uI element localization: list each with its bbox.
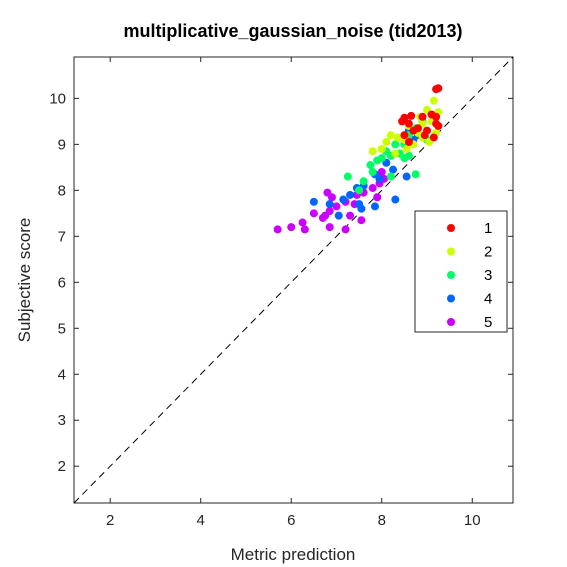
data-point-series-5 [357,216,366,225]
data-point-series-1 [409,126,418,135]
data-point-series-5 [300,225,309,234]
legend-label-3: 3 [484,267,492,284]
y-tick-label: 2 [58,458,66,475]
identity-reference-line [73,56,514,504]
chart-title: multiplicative_gaussian_noise (tid2013) [123,21,462,41]
legend-label-4: 4 [484,291,492,308]
data-point-series-4 [334,211,343,220]
axis-ticks: 2 4 6 8 10 2 3 4 5 6 7 8 9 10 [49,57,513,529]
legend: 1 2 3 4 5 [414,210,508,333]
data-point-series-3 [404,151,413,160]
data-point-series-5 [346,211,355,220]
data-point-series-2 [382,138,391,147]
x-tick-label: 10 [464,512,481,529]
data-point-series-2 [386,131,395,140]
legend-marker-4 [447,294,455,303]
data-point-series-2 [377,144,386,153]
data-point-series-3 [386,172,395,181]
y-axis-label: Subjective score [15,218,34,343]
y-tick-label: 9 [58,136,66,153]
data-point-series-3 [343,172,352,181]
data-point-series-1 [420,131,429,140]
data-point-series-3 [359,177,368,186]
data-point-series-4 [402,172,411,181]
y-tick-label: 10 [49,90,66,107]
data-point-series-2 [391,149,400,158]
data-point-series-4 [309,197,318,206]
legend-marker-3 [447,271,455,279]
data-point-series-4 [325,200,334,209]
legend-label-2: 2 [484,244,492,261]
data-point-series-1 [432,112,441,121]
data-point-series-5 [323,188,332,197]
x-tick-label: 6 [287,512,295,529]
data-point-series-1 [434,121,443,130]
data-point-series-5 [273,225,282,234]
data-point-series-4 [370,202,379,211]
data-point-series-2 [393,133,402,142]
data-point-series-5 [377,167,386,176]
data-point-series-4 [355,200,364,209]
legend-box [414,210,508,333]
data-point-series-3 [391,140,400,149]
data-point-series-5 [309,209,318,218]
data-point-series-5 [325,223,334,232]
data-point-series-3 [411,170,420,179]
x-tick-label: 4 [197,512,205,529]
data-point-series-5 [341,225,350,234]
x-tick-label: 8 [378,512,386,529]
y-tick-label: 6 [58,274,66,291]
x-axis-label: Metric prediction [231,545,356,564]
data-point-series-5 [368,184,377,193]
data-point-series-1 [434,84,443,93]
y-tick-label: 3 [58,412,66,429]
data-point-series-1 [429,133,438,142]
y-tick-label: 5 [58,320,66,337]
data-point-series-5 [298,218,307,227]
data-point-series-3 [366,161,375,170]
legend-marker-1 [447,224,455,232]
y-tick-label: 4 [58,366,66,383]
legend-marker-2 [447,247,455,256]
legend-label-5: 5 [484,314,492,331]
data-point-series-1 [398,117,407,126]
legend-marker-5 [447,318,455,326]
data-point-series-3 [368,167,377,176]
data-point-series-2 [368,147,377,156]
data-point-series-5 [287,223,296,232]
data-point-series-1 [404,119,413,128]
data-point-series-4 [339,195,348,204]
data-point-series-2 [402,144,411,153]
x-tick-label: 2 [106,512,114,529]
data-point-series-1 [404,138,413,147]
data-point-series-2 [429,96,438,105]
data-points [273,84,443,234]
y-tick-label: 8 [58,182,66,199]
data-point-series-3 [373,156,382,165]
data-point-series-1 [400,131,409,140]
data-point-series-1 [407,111,416,120]
data-point-series-3 [355,186,364,195]
legend-label-1: 1 [484,220,492,237]
data-point-series-4 [389,165,398,174]
data-point-series-5 [373,193,382,202]
y-tick-label: 7 [58,228,66,245]
data-point-series-5 [332,202,341,211]
data-point-series-4 [346,190,355,199]
data-point-series-4 [391,195,400,204]
data-point-series-1 [418,112,427,121]
data-point-series-5 [318,213,327,222]
data-point-series-4 [375,174,384,183]
